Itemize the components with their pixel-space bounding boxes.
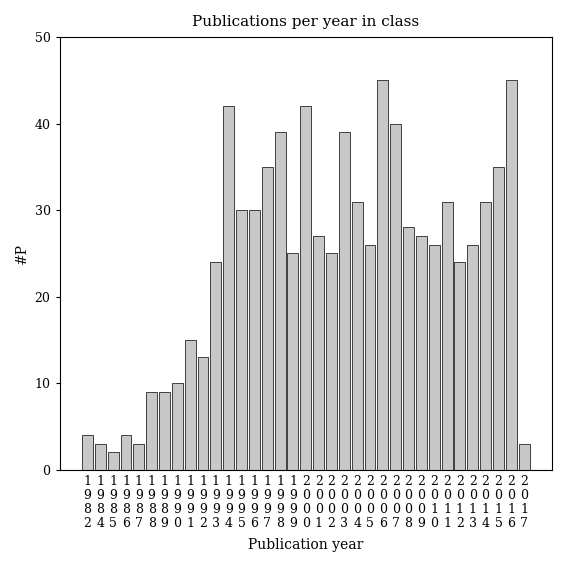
Bar	[133, 444, 144, 470]
Bar	[455, 262, 466, 470]
Bar	[378, 81, 388, 470]
Bar	[108, 452, 119, 470]
Bar	[274, 132, 286, 470]
Bar	[146, 392, 157, 470]
Bar	[223, 107, 234, 470]
Bar	[301, 107, 311, 470]
Bar	[197, 357, 209, 470]
Bar	[287, 253, 298, 470]
Bar	[121, 435, 132, 470]
Title: Publications per year in class: Publications per year in class	[192, 15, 420, 29]
Bar	[339, 132, 350, 470]
Bar	[82, 435, 93, 470]
Bar	[172, 383, 183, 470]
Bar	[467, 245, 478, 470]
Bar	[249, 210, 260, 470]
X-axis label: Publication year: Publication year	[248, 538, 363, 552]
Bar	[352, 201, 363, 470]
Bar	[390, 124, 401, 470]
Bar	[236, 210, 247, 470]
Bar	[210, 262, 221, 470]
Bar	[95, 444, 105, 470]
Bar	[519, 444, 530, 470]
Bar	[159, 392, 170, 470]
Bar	[493, 167, 504, 470]
Bar	[326, 253, 337, 470]
Bar	[480, 201, 491, 470]
Y-axis label: #P: #P	[15, 243, 29, 264]
Bar	[429, 245, 439, 470]
Bar	[262, 167, 273, 470]
Bar	[506, 81, 517, 470]
Bar	[365, 245, 375, 470]
Bar	[403, 227, 414, 470]
Bar	[313, 236, 324, 470]
Bar	[185, 340, 196, 470]
Bar	[442, 201, 452, 470]
Bar	[416, 236, 427, 470]
